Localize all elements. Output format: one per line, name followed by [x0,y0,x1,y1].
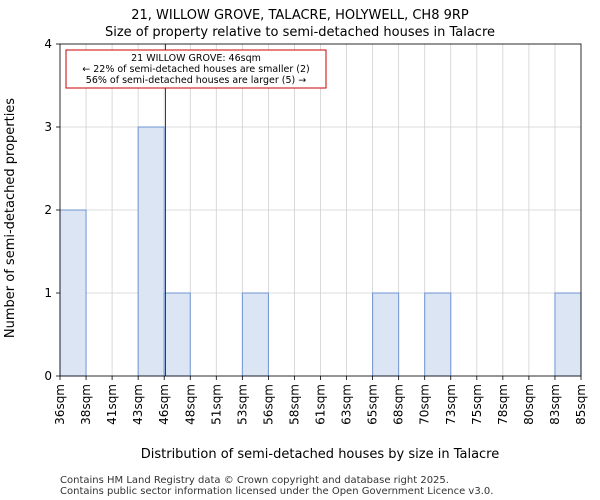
annotation-line-3: 56% of semi-detached houses are larger (… [86,75,306,86]
x-tick-label: 70sqm [418,384,432,425]
y-tick-label: 1 [44,286,52,300]
x-tick-label: 58sqm [287,384,301,425]
x-tick-label: 41sqm [105,384,119,425]
x-ticks: 36sqm 38sqm 41sqm 43sqm 46sqm 48sqm 51sqm 53sqm… [53,376,588,425]
bar-70sqm [424,292,452,377]
x-tick-label: 51sqm [209,384,223,425]
footer-line-2: Contains public sector information licen… [60,486,493,497]
bar-83sqm [554,292,582,377]
annotation-box: 21 WILLOW GROVE: 46sqm ← 22% of semi-det… [65,49,327,89]
x-tick-label: 85sqm [574,384,588,425]
y-tick-label: 3 [44,120,52,134]
x-tick-label: 73sqm [444,384,458,425]
x-tick-label: 56sqm [261,384,275,425]
y-tick-label: 2 [44,203,52,217]
x-tick-label: 48sqm [183,384,197,425]
annotation-line-1: 21 WILLOW GROVE: 46sqm [131,53,261,64]
bar-65sqm [372,292,400,377]
bar-36sqm [59,209,87,377]
y-tick-label: 4 [44,37,52,51]
x-tick-label: 80sqm [522,384,536,425]
x-tick-label: 36sqm [53,384,67,425]
x-tick-label: 43sqm [131,384,145,425]
x-tick-label: 65sqm [366,384,380,425]
chart-subtitle: Size of property relative to semi-detach… [105,25,495,40]
annotation-line-2: ← 22% of semi-detached houses are smalle… [82,64,310,75]
bar-53sqm [241,292,269,377]
x-tick-label: 53sqm [235,384,249,425]
footer-line-1: Contains HM Land Registry data © Crown c… [60,475,449,486]
chart-title: 21, WILLOW GROVE, TALACRE, HOLYWELL, CH8… [131,8,469,23]
annotation-border [65,49,327,89]
x-tick-label: 83sqm [548,384,562,425]
y-ticks: 0 1 2 3 4 [44,37,60,383]
bar-43sqm [137,126,165,377]
y-axis-label: Number of semi-detached properties [3,98,18,338]
x-tick-label: 63sqm [340,384,354,425]
bar-46sqm [163,292,191,377]
x-axis-label: Distribution of semi-detached houses by … [141,447,500,462]
x-tick-label: 46sqm [157,384,171,425]
x-tick-label: 61sqm [314,384,328,425]
x-tick-label: 68sqm [392,384,406,425]
x-tick-label: 78sqm [496,384,510,425]
x-tick-label: 75sqm [470,384,484,425]
y-tick-label: 0 [44,369,52,383]
x-tick-label: 38sqm [79,384,93,425]
